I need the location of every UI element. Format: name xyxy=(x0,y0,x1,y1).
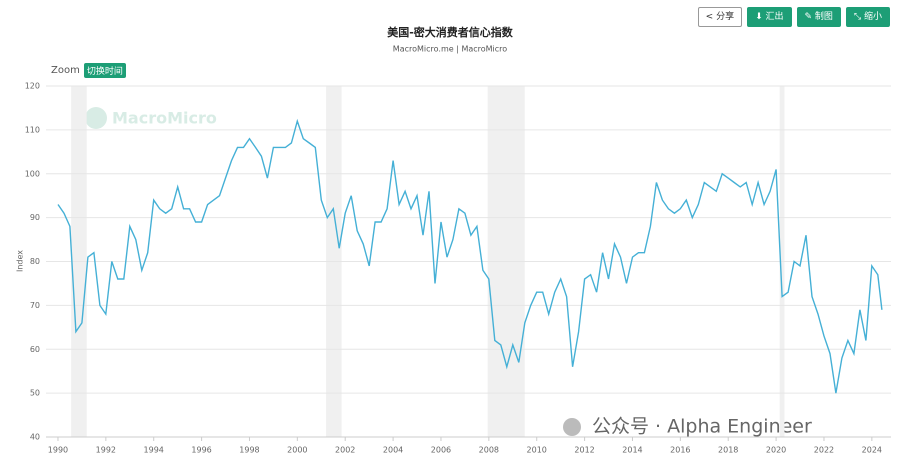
shrink-button[interactable]: ⤡ 缩小 xyxy=(845,7,890,27)
x-tick-label: 1992 xyxy=(96,446,116,455)
x-tick-label: 2006 xyxy=(431,446,451,455)
y-tick-label: 50 xyxy=(30,389,40,398)
button-label: 汇出 xyxy=(765,12,784,22)
switch-time-button[interactable]: 切换时间 xyxy=(83,63,126,78)
watermark-logo xyxy=(85,107,107,129)
wechat-icon xyxy=(563,418,581,436)
x-tick-label: 2004 xyxy=(383,446,403,455)
y-tick-label: 90 xyxy=(30,213,40,222)
button-label: 缩小 xyxy=(863,12,882,22)
x-tick-label: 2000 xyxy=(287,446,307,455)
y-tick-label: 110 xyxy=(25,125,40,134)
zoom-bar: Zoom 切换时间 xyxy=(51,63,126,78)
x-tick-label: 2022 xyxy=(814,446,834,455)
chart-subtitle: MacroMicro.me | MacroMicro xyxy=(393,45,507,54)
watermark: MacroMicro xyxy=(112,109,217,128)
x-tick-label: 1996 xyxy=(191,446,211,455)
share-button[interactable]: < 分享 xyxy=(697,7,743,27)
button-label: 分享 xyxy=(716,12,735,22)
y-tick-label: 100 xyxy=(25,169,40,178)
footer-watermark: 公众号 · Alpha Engineer xyxy=(592,416,812,438)
draw-button[interactable]: ✎ 制图 xyxy=(796,7,841,27)
y-tick-label: 60 xyxy=(30,345,40,354)
x-tick-label: 2024 xyxy=(862,446,882,455)
x-tick-label: 2008 xyxy=(479,446,499,455)
y-tick-label: 80 xyxy=(30,257,40,266)
toolbar: < 分享 ⬇ 汇出 ✎ 制图 ⤡ 缩小 xyxy=(697,7,890,27)
y-tick-label: 70 xyxy=(30,301,40,310)
x-tick-label: 1990 xyxy=(48,446,68,455)
button-label: 制图 xyxy=(814,12,833,22)
x-tick-label: 1998 xyxy=(239,446,259,455)
y-tick-label: 40 xyxy=(30,433,40,442)
x-tick-label: 2010 xyxy=(527,446,547,455)
zoom-label: Zoom xyxy=(51,65,80,76)
x-tick-label: 2018 xyxy=(718,446,738,455)
x-tick-label: 1994 xyxy=(144,446,164,455)
export-button[interactable]: ⬇ 汇出 xyxy=(747,7,792,27)
y-axis-label: Index xyxy=(16,250,25,272)
x-tick-label: 2002 xyxy=(335,446,355,455)
x-tick-label: 2016 xyxy=(670,446,690,455)
data-line xyxy=(57,118,883,394)
x-tick-label: 2020 xyxy=(766,446,786,455)
x-tick-label: 2014 xyxy=(622,446,642,455)
y-tick-label: 120 xyxy=(25,82,40,91)
chart-title: 美国-密大消费者信心指数 xyxy=(387,25,514,39)
x-tick-label: 2012 xyxy=(574,446,594,455)
